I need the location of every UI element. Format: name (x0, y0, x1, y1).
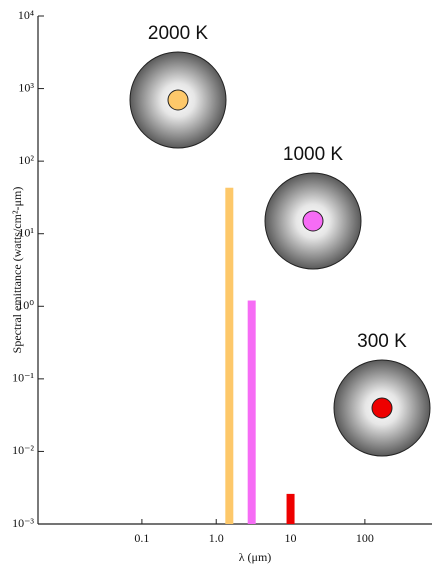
legend-label: 300 K (357, 331, 407, 352)
star-core (372, 398, 392, 418)
y-axis-label: Spectral emittance (watts/cm²-μm) (10, 187, 24, 354)
y-tick-label: 10⁻¹ (12, 371, 34, 385)
y-tick-label: 10⁻² (12, 443, 34, 457)
legend-label: 2000 K (148, 23, 209, 44)
x-tick-label: 1.0 (209, 531, 224, 545)
y-tick-label: 10⁴ (18, 8, 34, 22)
y-tick-label: 10⁰ (17, 298, 34, 312)
x-tick-label: 10 (285, 531, 297, 545)
star-core (168, 90, 188, 110)
y-tick-label: 10² (18, 153, 34, 167)
x-tick-label: 100 (356, 531, 374, 545)
x-axis-label: λ (μm) (239, 550, 272, 564)
y-tick-label: 10³ (18, 80, 34, 94)
x-tick-label: 0.1 (134, 531, 149, 545)
y-tick-label: 10¹ (18, 225, 34, 239)
chart: λ (μm) Spectral emittance (watts/cm²-μm)… (0, 0, 432, 569)
bar (225, 188, 233, 524)
y-tick-label: 10⁻³ (12, 516, 34, 530)
bar (287, 494, 295, 524)
star-core (303, 211, 323, 231)
bar (248, 301, 256, 524)
page: {"chart_data": { "type": "bar", "x_label… (0, 0, 432, 569)
legend-label: 1000 K (283, 144, 344, 165)
